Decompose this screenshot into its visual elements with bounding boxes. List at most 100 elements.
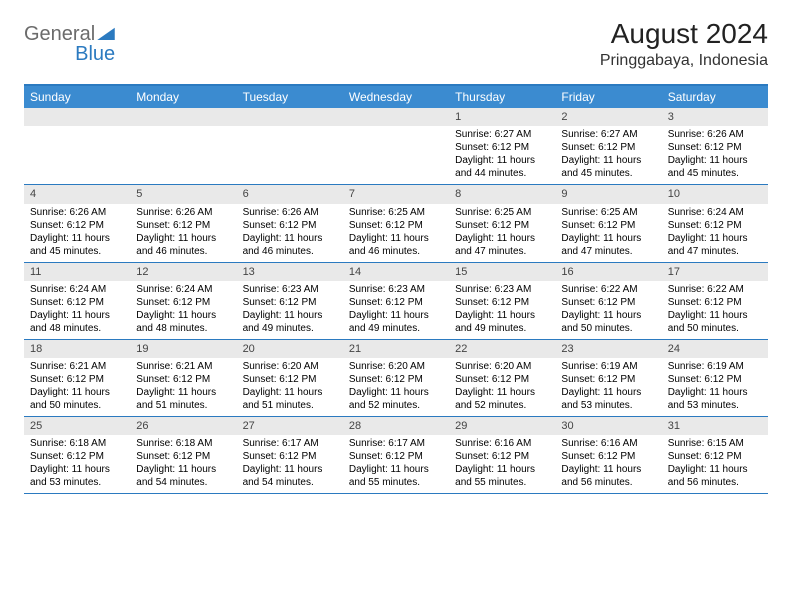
day-line: Daylight: 11 hours (243, 232, 337, 245)
day-line: Daylight: 11 hours (349, 309, 443, 322)
day-info: Sunrise: 6:17 AMSunset: 6:12 PMDaylight:… (343, 437, 449, 489)
day-line: Daylight: 11 hours (243, 386, 337, 399)
day-number: 25 (24, 417, 130, 435)
day-info: Sunrise: 6:25 AMSunset: 6:12 PMDaylight:… (343, 206, 449, 258)
day-line: Sunrise: 6:21 AM (136, 360, 230, 373)
day-line: and 52 minutes. (455, 399, 549, 412)
day-line: Sunset: 6:12 PM (455, 373, 549, 386)
day-cell: 27 Sunrise: 6:17 AMSunset: 6:12 PMDayligh… (237, 417, 343, 493)
day-line: Sunset: 6:12 PM (30, 450, 124, 463)
day-cell: 23Sunrise: 6:19 AMSunset: 6:12 PMDayligh… (555, 340, 661, 416)
day-line: Sunset: 6:12 PM (136, 450, 230, 463)
day-header: Sunday (24, 86, 130, 108)
day-line: and 46 minutes. (349, 245, 443, 258)
day-line: and 49 minutes. (349, 322, 443, 335)
day-cell: 24Sunrise: 6:19 AMSunset: 6:12 PMDayligh… (662, 340, 768, 416)
day-line: Sunset: 6:12 PM (30, 219, 124, 232)
day-line: Sunrise: 6:20 AM (455, 360, 549, 373)
day-info: Sunrise: 6:19 AMSunset: 6:12 PMDaylight:… (555, 360, 661, 412)
day-number: 7 (343, 185, 449, 203)
day-cell: 20Sunrise: 6:20 AMSunset: 6:12 PMDayligh… (237, 340, 343, 416)
day-line: Sunset: 6:12 PM (668, 141, 762, 154)
week-row: 11Sunrise: 6:24 AMSunset: 6:12 PMDayligh… (24, 263, 768, 340)
day-line: Sunset: 6:12 PM (349, 296, 443, 309)
day-number: 12 (130, 263, 236, 281)
day-cell (237, 108, 343, 184)
day-line: and 46 minutes. (243, 245, 337, 258)
day-line: Daylight: 11 hours (455, 386, 549, 399)
day-line: and 56 minutes. (668, 476, 762, 489)
day-line: Sunset: 6:12 PM (455, 219, 549, 232)
day-info: Sunrise: 6:22 AMSunset: 6:12 PMDaylight:… (662, 283, 768, 335)
day-line: and 46 minutes. (136, 245, 230, 258)
day-header: Thursday (449, 86, 555, 108)
day-line: Daylight: 11 hours (455, 463, 549, 476)
day-line: Daylight: 11 hours (30, 309, 124, 322)
day-cell (130, 108, 236, 184)
day-cell: 14Sunrise: 6:23 AMSunset: 6:12 PMDayligh… (343, 263, 449, 339)
day-cell: 4Sunrise: 6:26 AMSunset: 6:12 PMDaylight… (24, 185, 130, 261)
day-line: Sunset: 6:12 PM (349, 373, 443, 386)
day-cell: 16Sunrise: 6:22 AMSunset: 6:12 PMDayligh… (555, 263, 661, 339)
day-line: Sunset: 6:12 PM (349, 219, 443, 232)
day-info: Sunrise: 6:18 AMSunset: 6:12 PMDaylight:… (24, 437, 130, 489)
day-cell: 6Sunrise: 6:26 AMSunset: 6:12 PMDaylight… (237, 185, 343, 261)
day-number: 5 (130, 185, 236, 203)
day-info: Sunrise: 6:22 AMSunset: 6:12 PMDaylight:… (555, 283, 661, 335)
day-info: Sunrise: 6:16 AMSunset: 6:12 PMDaylight:… (449, 437, 555, 489)
day-line: Sunrise: 6:26 AM (136, 206, 230, 219)
day-cell: 1Sunrise: 6:27 AMSunset: 6:12 PMDaylight… (449, 108, 555, 184)
day-line: Daylight: 11 hours (668, 232, 762, 245)
day-line: and 53 minutes. (30, 476, 124, 489)
day-line: Sunset: 6:12 PM (243, 450, 337, 463)
day-number (237, 108, 343, 126)
day-number: 31 (662, 417, 768, 435)
day-number (343, 108, 449, 126)
day-line: Daylight: 11 hours (136, 309, 230, 322)
logo-triangle-icon (97, 24, 115, 44)
day-info: Sunrise: 6:18 AMSunset: 6:12 PMDaylight:… (130, 437, 236, 489)
day-line: and 56 minutes. (561, 476, 655, 489)
day-number: 11 (24, 263, 130, 281)
day-line: and 47 minutes. (455, 245, 549, 258)
day-line: Sunrise: 6:15 AM (668, 437, 762, 450)
day-cell: 12Sunrise: 6:24 AMSunset: 6:12 PMDayligh… (130, 263, 236, 339)
day-line: Sunrise: 6:17 AM (243, 437, 337, 450)
week-row: 18Sunrise: 6:21 AMSunset: 6:12 PMDayligh… (24, 340, 768, 417)
day-line: Sunrise: 6:26 AM (668, 128, 762, 141)
day-line: and 49 minutes. (455, 322, 549, 335)
day-header-row: Sunday Monday Tuesday Wednesday Thursday… (24, 86, 768, 108)
day-info: Sunrise: 6:20 AMSunset: 6:12 PMDaylight:… (449, 360, 555, 412)
day-line: Sunrise: 6:23 AM (349, 283, 443, 296)
day-info: Sunrise: 6:21 AMSunset: 6:12 PMDaylight:… (24, 360, 130, 412)
day-number: 27 (237, 417, 343, 435)
day-info: Sunrise: 6:15 AMSunset: 6:12 PMDaylight:… (662, 437, 768, 489)
day-line: Sunset: 6:12 PM (349, 450, 443, 463)
day-cell: 9Sunrise: 6:25 AMSunset: 6:12 PMDaylight… (555, 185, 661, 261)
day-line: Daylight: 11 hours (668, 386, 762, 399)
day-cell: 8 Sunrise: 6:25 AMSunset: 6:12 PMDaylight… (449, 185, 555, 261)
day-line: and 55 minutes. (349, 476, 443, 489)
day-line: Sunset: 6:12 PM (136, 296, 230, 309)
day-line: Daylight: 11 hours (455, 232, 549, 245)
day-cell: 7 Sunrise: 6:25 AMSunset: 6:12 PMDaylight… (343, 185, 449, 261)
day-line: and 44 minutes. (455, 167, 549, 180)
day-line: Sunrise: 6:17 AM (349, 437, 443, 450)
day-number: 21 (343, 340, 449, 358)
day-line: Daylight: 11 hours (668, 463, 762, 476)
day-number (24, 108, 130, 126)
day-info: Sunrise: 6:17 AMSunset: 6:12 PMDaylight:… (237, 437, 343, 489)
day-number: 18 (24, 340, 130, 358)
day-line: Sunset: 6:12 PM (561, 373, 655, 386)
day-info: Sunrise: 6:25 AMSunset: 6:12 PMDaylight:… (449, 206, 555, 258)
day-info: Sunrise: 6:26 AMSunset: 6:12 PMDaylight:… (237, 206, 343, 258)
day-line: and 55 minutes. (455, 476, 549, 489)
day-line: Sunset: 6:12 PM (561, 450, 655, 463)
day-line: Sunrise: 6:26 AM (30, 206, 124, 219)
day-line: and 45 minutes. (30, 245, 124, 258)
day-cell: 30Sunrise: 6:16 AMSunset: 6:12 PMDayligh… (555, 417, 661, 493)
day-number: 8 (449, 185, 555, 203)
day-line: Daylight: 11 hours (561, 154, 655, 167)
day-info: Sunrise: 6:20 AMSunset: 6:12 PMDaylight:… (237, 360, 343, 412)
logo: GeneralBlue (24, 18, 115, 64)
